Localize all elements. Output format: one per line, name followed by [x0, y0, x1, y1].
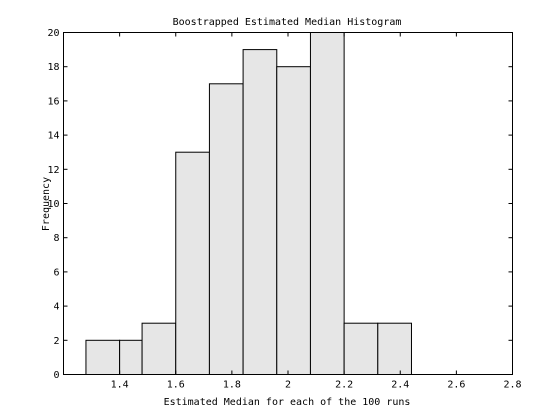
y-tick-label: 6: [53, 267, 59, 278]
x-tick-label: 1.6: [167, 380, 185, 391]
x-tick-label: 1.4: [111, 380, 129, 391]
x-tick-label: 2.2: [335, 380, 353, 391]
histogram-bar: [378, 323, 412, 374]
histogram-bar: [142, 323, 176, 374]
x-tick-label: 1.8: [223, 380, 241, 391]
x-axis-label: Estimated Median for each of the 100 run…: [164, 397, 411, 408]
x-tick-label: 2.4: [391, 380, 409, 391]
y-tick-label: 20: [47, 28, 59, 39]
x-tick-label: 2: [285, 380, 291, 391]
y-tick-label: 16: [47, 96, 59, 107]
histogram-bar: [86, 340, 120, 374]
histogram-bar: [243, 50, 277, 375]
y-tick-label: 8: [53, 233, 59, 244]
y-axis-label: Frequency: [41, 177, 52, 231]
y-tick-label: 12: [47, 165, 59, 176]
x-tick-label: 2.6: [447, 380, 465, 391]
y-tick-label: 14: [47, 131, 59, 142]
y-tick-label: 18: [47, 62, 59, 73]
histogram-bar: [209, 84, 243, 375]
histogram-bar: [120, 340, 142, 374]
y-tick-label: 0: [53, 370, 59, 381]
histogram-bar: [277, 67, 311, 375]
histogram-bar: [176, 152, 210, 374]
y-tick-label: 2: [53, 336, 59, 347]
chart-title: Boostrapped Estimated Median Histogram: [173, 17, 402, 28]
x-tick-label: 2.8: [503, 380, 521, 391]
histogram-bar: [310, 33, 344, 375]
bars-group: [86, 33, 412, 375]
histogram-bar: [344, 323, 378, 374]
y-tick-label: 4: [53, 302, 59, 313]
